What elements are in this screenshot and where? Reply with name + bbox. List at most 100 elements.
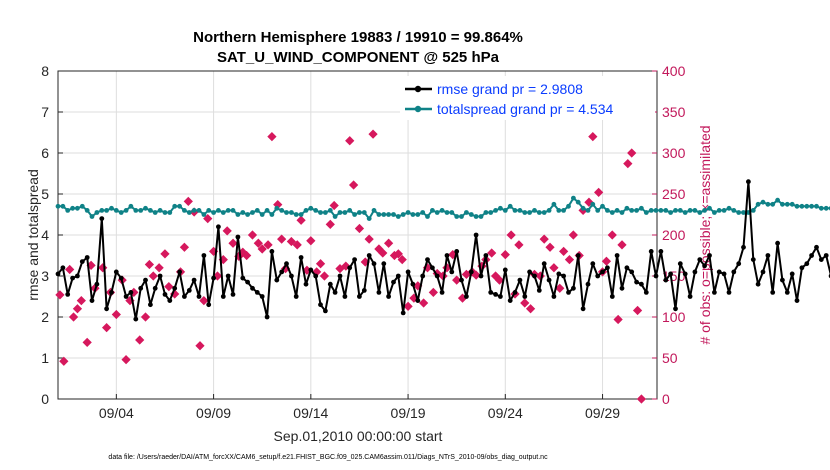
obs-marker (263, 240, 273, 250)
obs-marker (397, 254, 407, 265)
obs-marker (487, 248, 497, 258)
obs-marker (140, 312, 151, 322)
series-lines (55, 179, 830, 322)
rmse-point (206, 302, 212, 308)
chart-subtitle: SAT_U_WIND_COMPONENT @ 525 hPa (217, 49, 500, 66)
totalspread-point (410, 212, 416, 217)
totalspread-point (337, 210, 343, 215)
rmse-point (162, 292, 168, 297)
totalspread-point (60, 203, 66, 209)
totalspread-point (449, 210, 455, 215)
x-tick-label: 09/19 (391, 405, 426, 421)
rmse-point (804, 261, 810, 267)
rmse-point (750, 257, 756, 262)
rmse-point (575, 253, 581, 258)
totalspread-point (527, 210, 532, 215)
rmse-point (376, 290, 382, 295)
rmse-point (595, 273, 601, 279)
rmse-point (395, 273, 401, 279)
rmse-point (425, 257, 430, 262)
rmse-point (143, 277, 148, 283)
totalspread-point (99, 208, 105, 213)
totalspread-point (371, 208, 377, 213)
rmse-point (522, 294, 528, 299)
obs-marker (564, 254, 575, 265)
obs-marker (506, 230, 516, 240)
totalspread-point (780, 201, 785, 207)
rmse-point (148, 302, 153, 308)
obs-marker (520, 298, 530, 308)
rmse-point (439, 290, 445, 295)
totalspread-point (464, 210, 469, 215)
obs-marker (601, 256, 612, 266)
rmse-point (434, 273, 440, 279)
rmse-point (186, 288, 192, 293)
rmse-point (716, 269, 722, 275)
obs-marker (242, 250, 252, 261)
y-tick-label: 5 (41, 186, 49, 202)
obs-marker (59, 356, 69, 366)
x-tick-label: 09/14 (293, 405, 328, 421)
rmse-point (454, 249, 460, 254)
totalspread-point (673, 208, 678, 213)
rmse-point (488, 290, 494, 295)
rmse-point (274, 277, 280, 283)
totalspread-point (614, 208, 620, 213)
rmse-point (357, 294, 362, 299)
rmse-point (70, 275, 75, 281)
y-tick-label: 4 (41, 227, 49, 243)
rmse-point (726, 290, 732, 295)
rmse-point (755, 281, 761, 287)
rmse-point (605, 265, 610, 271)
obs-marker (617, 240, 627, 250)
obs-marker (306, 236, 316, 246)
obs-marker (164, 282, 174, 292)
obs-marker (613, 314, 623, 325)
obs-marker (636, 394, 647, 404)
rmse-point (391, 279, 396, 285)
rmse-point (415, 298, 421, 303)
rmse-point (65, 292, 71, 297)
obs-marker (82, 337, 92, 348)
y-tick-label: 7 (41, 104, 49, 120)
totalspread-point (629, 208, 635, 213)
totalspread-point (682, 210, 688, 215)
totalspread-point (118, 210, 124, 215)
totalspread-point (211, 210, 217, 215)
totalspread-point (721, 208, 727, 213)
rmse-point (386, 294, 391, 299)
totalspread-point (794, 203, 800, 209)
rmse-point (79, 259, 85, 264)
rmse-point (444, 253, 450, 258)
rmse-point (342, 294, 348, 299)
rmse-point (254, 290, 260, 295)
rmse-point (517, 277, 523, 283)
rmse-point (643, 290, 649, 295)
totalspread-point (473, 214, 479, 219)
obs-marker (584, 197, 594, 207)
totalspread-point (75, 205, 80, 211)
rmse-point (464, 294, 469, 299)
rmse-point (347, 265, 353, 271)
obs-marker (65, 264, 75, 275)
totalspread-point (784, 201, 790, 207)
y-tick-label: 0 (41, 391, 49, 407)
obs-marker (257, 244, 267, 254)
rmse-point (196, 294, 202, 299)
x-tick-label: 09/29 (585, 405, 620, 421)
obs-marker (222, 226, 232, 236)
totalspread-point (532, 208, 537, 213)
obs-marker (378, 248, 388, 258)
rmse-point (259, 294, 265, 299)
obs-marker (364, 234, 374, 244)
totalspread-point (235, 212, 241, 217)
totalspread-point (347, 208, 353, 213)
y-tick-label: 2 (41, 309, 49, 325)
rmse-point (673, 306, 678, 312)
rmse-point (473, 232, 479, 238)
rmse-point (823, 253, 829, 258)
rmse-point (405, 269, 411, 275)
obs-marker (319, 271, 330, 281)
totalspread-point (94, 210, 100, 215)
obs-marker (315, 259, 326, 269)
